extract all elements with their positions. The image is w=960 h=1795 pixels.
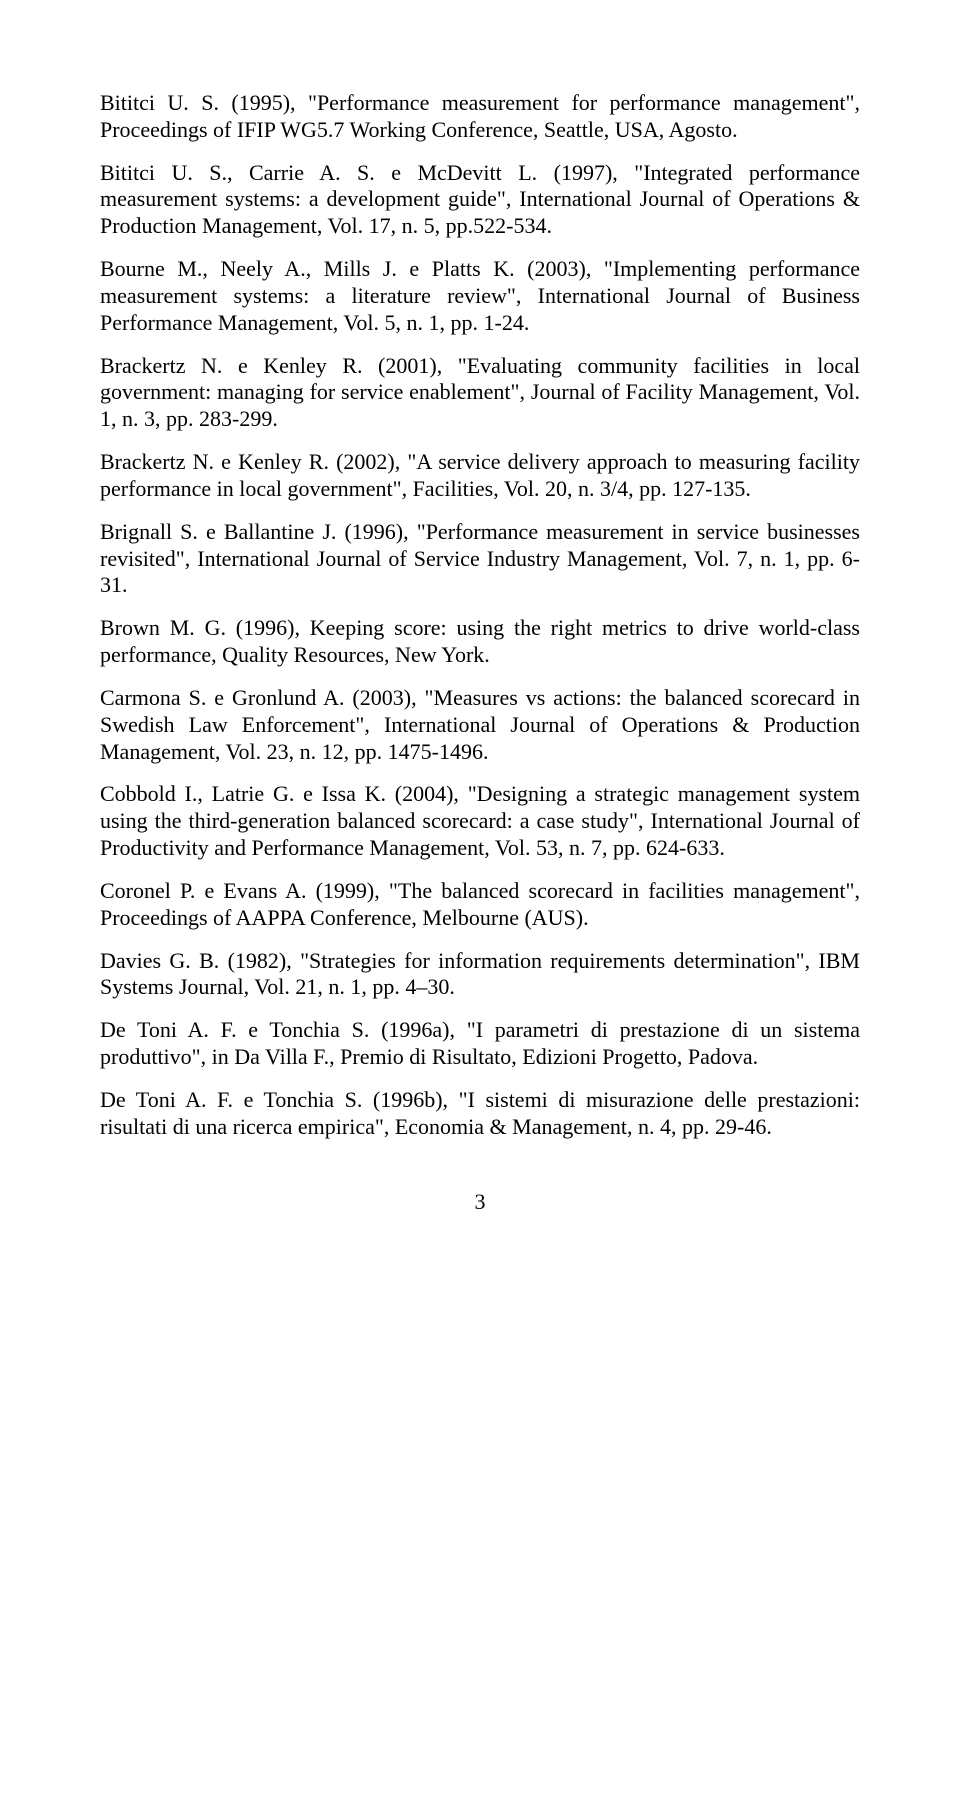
reference-entry: Bourne M., Neely A., Mills J. e Platts K… (100, 256, 860, 336)
reference-entry: De Toni A. F. e Tonchia S. (1996a), "I p… (100, 1017, 860, 1071)
reference-entry: Brackertz N. e Kenley R. (2002), "A serv… (100, 449, 860, 503)
reference-entry: Brackertz N. e Kenley R. (2001), "Evalua… (100, 353, 860, 433)
reference-entry: Coronel P. e Evans A. (1999), "The balan… (100, 878, 860, 932)
reference-entry: Cobbold I., Latrie G. e Issa K. (2004), … (100, 781, 860, 861)
reference-entry: Brignall S. e Ballantine J. (1996), "Per… (100, 519, 860, 599)
reference-entry: Brown M. G. (1996), Keeping score: using… (100, 615, 860, 669)
reference-entry: Bititci U. S. (1995), "Performance measu… (100, 90, 860, 144)
reference-entry: De Toni A. F. e Tonchia S. (1996b), "I s… (100, 1087, 860, 1141)
reference-entry: Davies G. B. (1982), "Strategies for inf… (100, 948, 860, 1002)
reference-entry: Bititci U. S., Carrie A. S. e McDevitt L… (100, 160, 860, 240)
reference-entry: Carmona S. e Gronlund A. (2003), "Measur… (100, 685, 860, 765)
page-number: 3 (100, 1189, 860, 1216)
